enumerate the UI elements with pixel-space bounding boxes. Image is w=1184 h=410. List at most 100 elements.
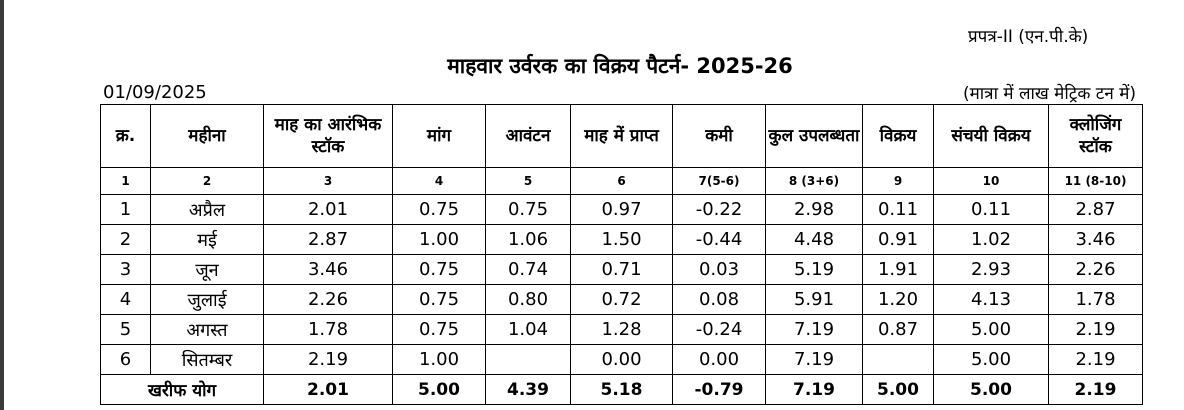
table-cell: 0.75: [485, 194, 571, 225]
total-cell: 2.01: [263, 374, 393, 405]
table-cell: 0.03: [672, 254, 766, 285]
table-cell: अप्रैल: [150, 194, 264, 225]
table-cell: 1.00: [392, 224, 486, 255]
table-cell: 0.75: [392, 314, 486, 345]
table-row: 4 जुलाई 2.26 0.75 0.80 0.72 0.08 5.91 1.20 4.13 1.…: [100, 284, 1143, 315]
table-cell: 1.06: [485, 224, 571, 255]
table-cell: जून: [150, 254, 264, 285]
table-cell: 0.00: [672, 344, 766, 375]
table-cell: 5.00: [933, 344, 1049, 375]
column-header: महीना: [150, 104, 264, 168]
table-cell: 7.19: [765, 344, 863, 375]
total-cell: 5.00: [933, 374, 1049, 405]
table-row: खरीफ योग 2.01 5.00 4.39 5.18 -0.79 7.19 5.00 5.0…: [100, 374, 1143, 405]
table-cell: 2.01: [263, 194, 393, 225]
table-cell: 3.46: [1048, 224, 1143, 255]
table-cell: 5.00: [933, 314, 1049, 345]
total-cell: 5.18: [570, 374, 673, 405]
column-number: 5: [485, 167, 571, 195]
column-number: 6: [570, 167, 673, 195]
table-cell: 1.00: [392, 344, 486, 375]
column-header: विक्रय: [862, 104, 934, 168]
table-cell: 0.75: [392, 194, 486, 225]
table-cell: 2.87: [1048, 194, 1143, 225]
column-number: 1: [100, 167, 151, 195]
table-cell: 0.74: [485, 254, 571, 285]
table-cell: 0.11: [933, 194, 1049, 225]
table-cell: [862, 344, 934, 375]
column-header: संचयी विक्रय: [933, 104, 1049, 168]
title: माहवार उर्वरक का विक्रय पैटर्न- 2025-26: [447, 54, 793, 78]
table-row: 3 जून 3.46 0.75 0.74 0.71 0.03 5.19 1.91 2.93 2.26: [100, 254, 1143, 285]
table-cell: 5.19: [765, 254, 863, 285]
total-cell: 7.19: [765, 374, 863, 405]
table-cell: 0.72: [570, 284, 673, 315]
table-cell: 2.26: [1048, 254, 1143, 285]
table-cell: -0.44: [672, 224, 766, 255]
column-number: 4: [392, 167, 486, 195]
unit-note: (मात्रा में लाख मेट्रिक टन में): [962, 84, 1136, 104]
table-cell: सितम्बर: [150, 344, 264, 375]
table-cell: 0.97: [570, 194, 673, 225]
table-cell: [485, 344, 571, 375]
total-cell: 5.00: [392, 374, 486, 405]
table-cell: 2.19: [263, 344, 393, 375]
table-cell: 2.19: [1048, 314, 1143, 345]
date: 01/09/2025: [103, 82, 207, 103]
table-cell: 6: [100, 344, 151, 375]
table-cell: 3: [100, 254, 151, 285]
column-header: माह का आरंभिक स्टॉक: [263, 104, 393, 168]
table-cell: 1.04: [485, 314, 571, 345]
table-cell: 2.93: [933, 254, 1049, 285]
column-header: कमी: [672, 104, 766, 168]
table-row: क्र. महीना माह का आरंभिक स्टॉक मांग आवंटन माह…: [100, 104, 1143, 168]
window-edge: [0, 0, 4, 410]
table-cell: 1.50: [570, 224, 673, 255]
table-cell: 5.91: [765, 284, 863, 315]
table-cell: 2.87: [263, 224, 393, 255]
table-cell: 0.80: [485, 284, 571, 315]
table-cell: 4.48: [765, 224, 863, 255]
table-cell: 0.75: [392, 284, 486, 315]
table-cell: 1: [100, 194, 151, 225]
table-cell: 1.20: [862, 284, 934, 315]
table-cell: 7.19: [765, 314, 863, 345]
table-cell: -0.24: [672, 314, 766, 345]
table-cell: 4: [100, 284, 151, 315]
table-cell: 4.13: [933, 284, 1049, 315]
table-cell: 1.02: [933, 224, 1049, 255]
table-cell: 1.78: [1048, 284, 1143, 315]
total-cell: 4.39: [485, 374, 571, 405]
sales-table: क्र. महीना माह का आरंभिक स्टॉक मांग आवंटन माह…: [100, 104, 1143, 405]
table-cell: 1.78: [263, 314, 393, 345]
column-number: 8 (3+6): [765, 167, 863, 195]
table-cell: 0.11: [862, 194, 934, 225]
column-header: आवंटन: [485, 104, 571, 168]
table-cell: 3.46: [263, 254, 393, 285]
column-number: 2: [150, 167, 264, 195]
table-cell: 1.91: [862, 254, 934, 285]
column-number: 7(5-6): [672, 167, 766, 195]
table-cell: 2.98: [765, 194, 863, 225]
table-row: 1 2 3 4 5 6 7(5-6) 8 (3+6) 9 10 11 (8-10): [100, 167, 1143, 195]
table-cell: 2.26: [263, 284, 393, 315]
column-number: 10: [933, 167, 1049, 195]
column-header: क्र.: [100, 104, 151, 168]
column-header: कुल उपलब्धता: [765, 104, 863, 168]
table-cell: 0.08: [672, 284, 766, 315]
table-cell: 5: [100, 314, 151, 345]
column-header: क्लोजिंग स्टॉक: [1048, 104, 1143, 168]
table-cell: -0.22: [672, 194, 766, 225]
table-row: 1 अप्रैल 2.01 0.75 0.75 0.97 -0.22 2.98 0.11 0.11…: [100, 194, 1143, 225]
form-label: प्रपत्र-II (एन.पी.के): [968, 27, 1089, 47]
column-header: माह में प्राप्त: [570, 104, 673, 168]
column-number: 3: [263, 167, 393, 195]
total-label: खरीफ योग: [100, 374, 264, 405]
table-cell: जुलाई: [150, 284, 264, 315]
table-cell: 0.87: [862, 314, 934, 345]
column-header: मांग: [392, 104, 486, 168]
table-row: 6 सितम्बर 2.19 1.00 0.00 0.00 7.19 5.00 2.19: [100, 344, 1143, 375]
column-number: 11 (8-10): [1048, 167, 1143, 195]
table-cell: 2: [100, 224, 151, 255]
